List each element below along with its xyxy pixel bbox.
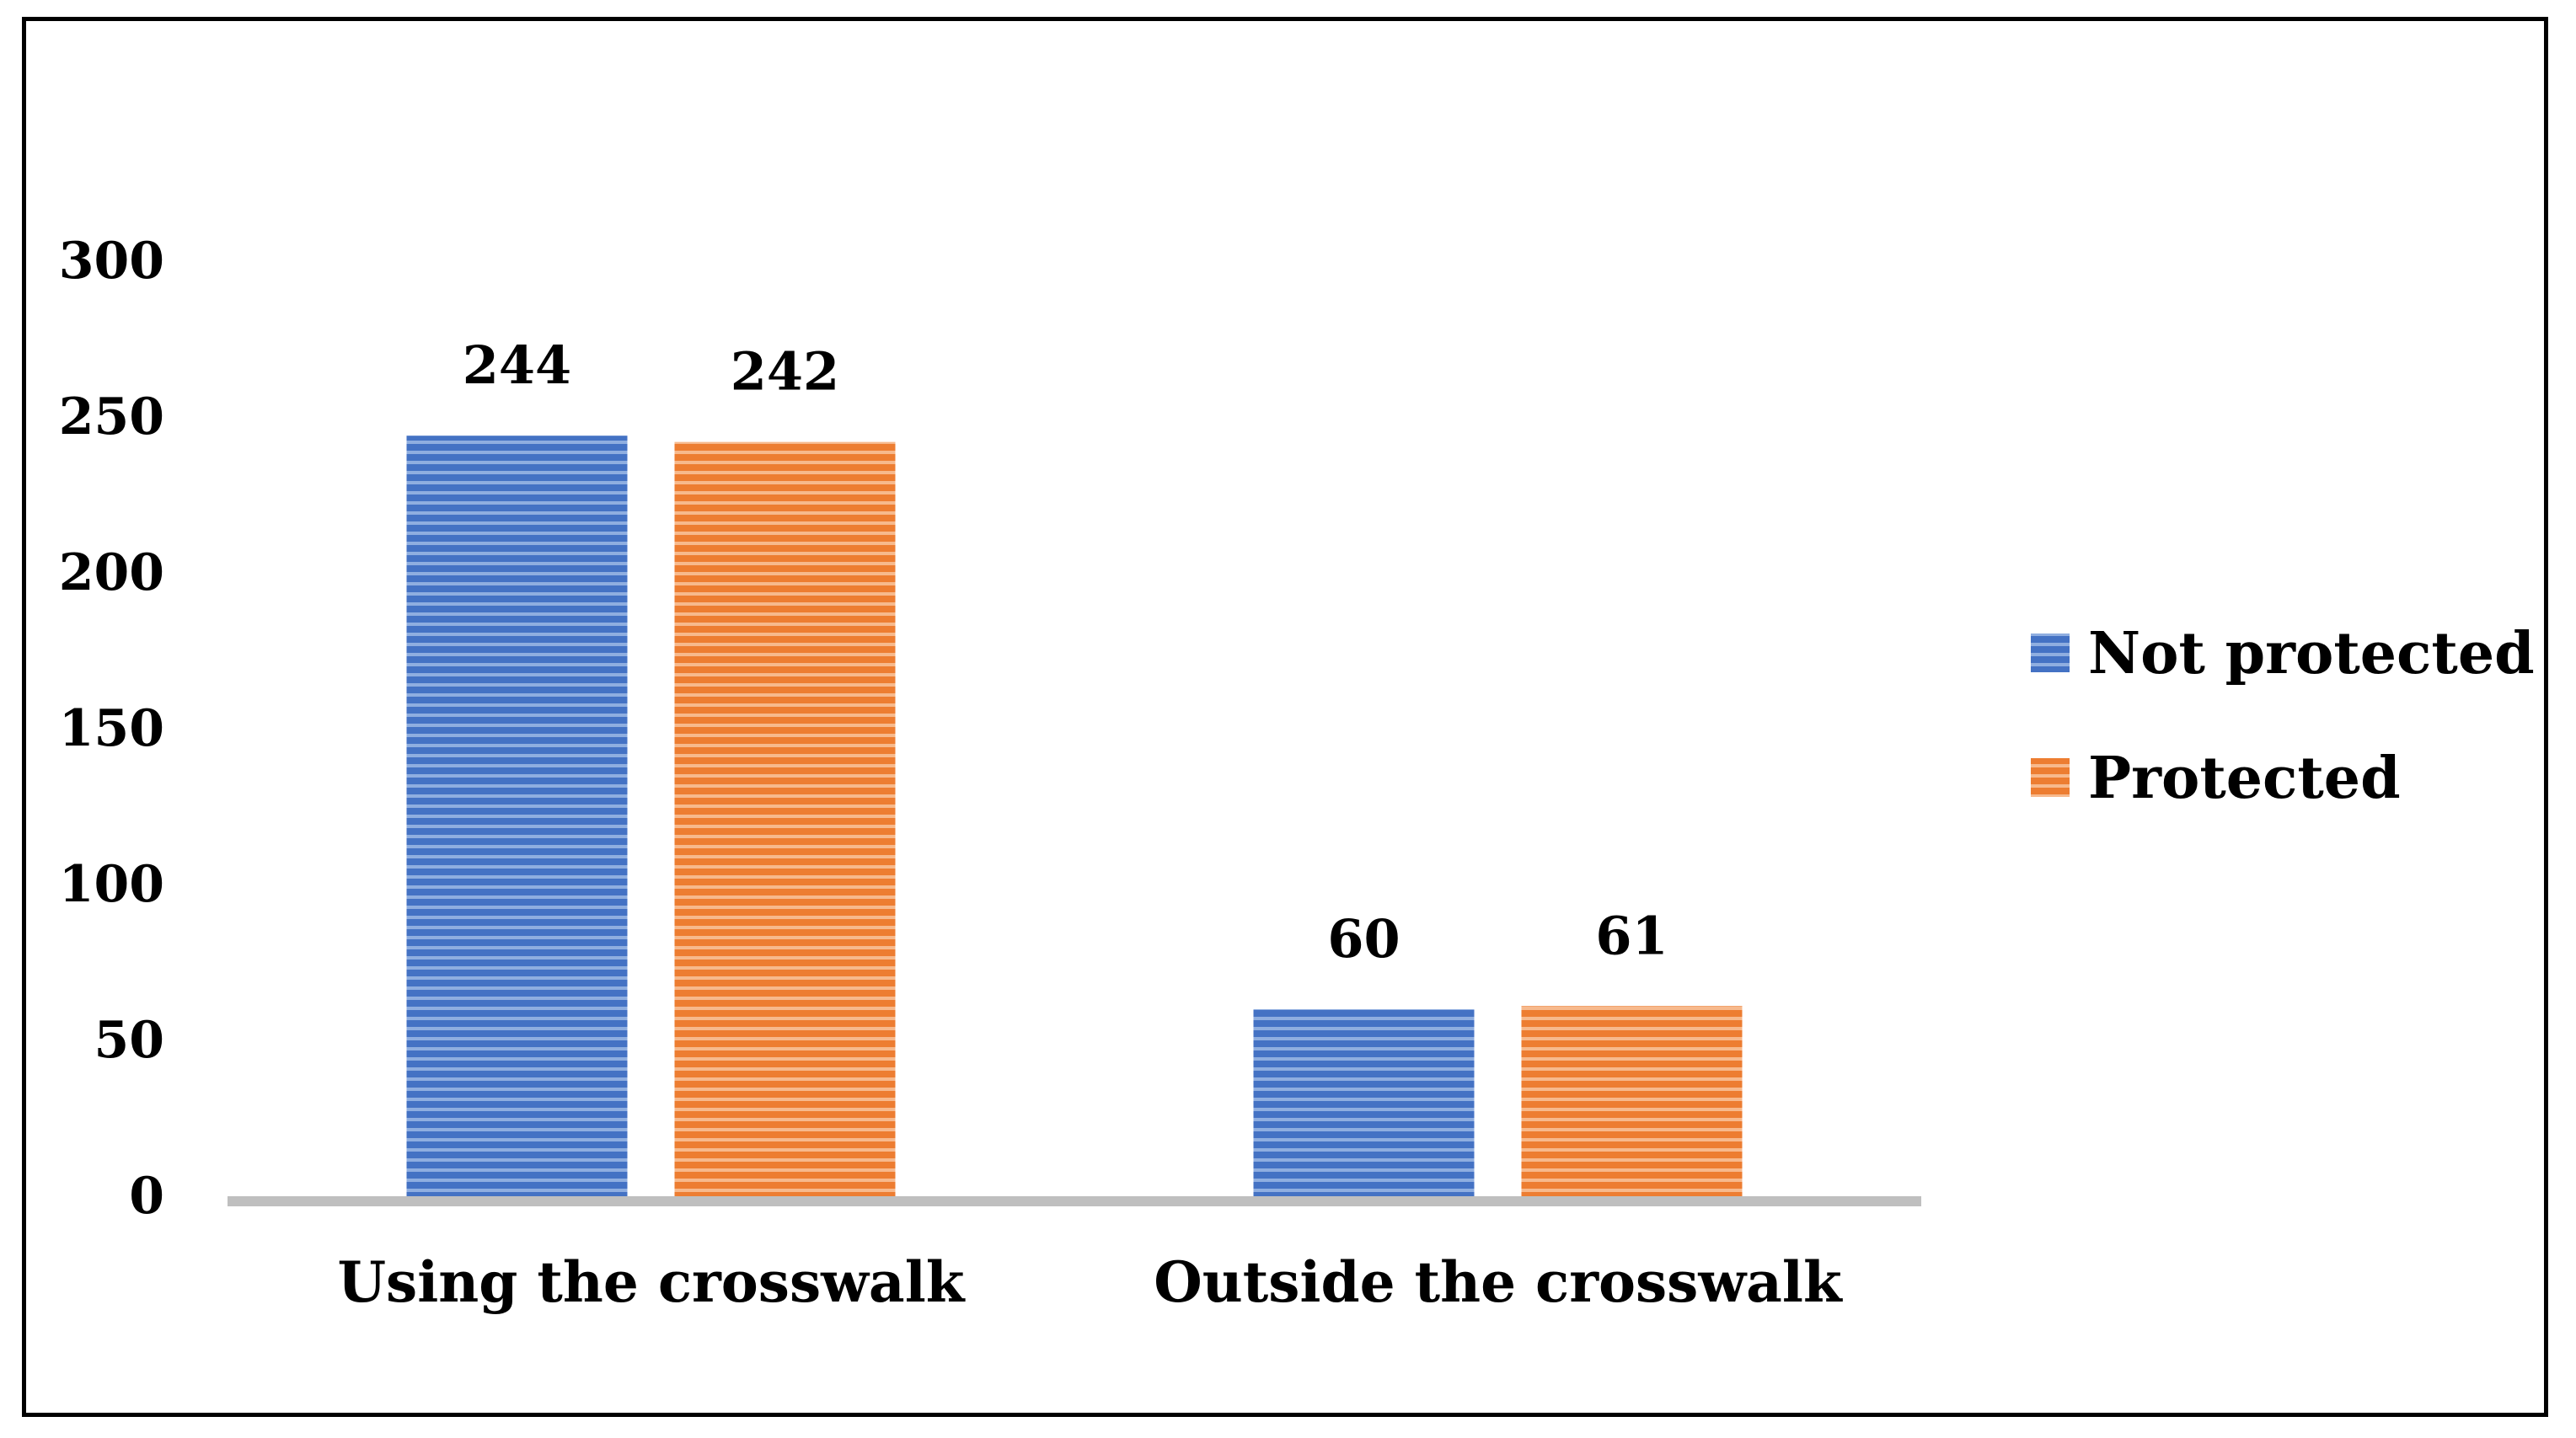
y-tick-label: 0 <box>129 1167 164 1226</box>
x-category-label: Outside the crosswalk <box>1154 1249 1843 1315</box>
y-tick-label: 300 <box>59 232 164 291</box>
x-category-label: Using the crosswalk <box>337 1249 965 1315</box>
bar <box>406 436 628 1196</box>
y-tick-label: 200 <box>59 543 164 602</box>
bar <box>1521 1006 1743 1196</box>
legend-swatch <box>2031 633 2070 672</box>
y-tick-label: 50 <box>94 1011 165 1070</box>
bar <box>1253 1009 1475 1196</box>
legend-label: Not protected <box>2088 620 2535 687</box>
y-tick-label: 150 <box>59 699 164 758</box>
bar-value-label: 244 <box>463 334 571 396</box>
legend-swatch <box>2031 758 2070 797</box>
legend: Not protected Protected <box>2031 620 2535 812</box>
y-tick-label: 250 <box>59 388 164 446</box>
data-labels: 244 242 60 61 <box>463 334 1668 970</box>
x-axis: Using the crosswalk Outside the crosswalk <box>337 1249 1842 1315</box>
bar-value-label: 60 <box>1327 908 1400 970</box>
bar <box>674 441 896 1196</box>
bars <box>406 436 1743 1196</box>
y-tick-label: 100 <box>59 855 164 914</box>
legend-label: Protected <box>2088 745 2401 812</box>
bar-value-label: 242 <box>731 341 839 403</box>
y-axis: 0 50 100 150 200 250 300 <box>59 232 164 1226</box>
bar-value-label: 61 <box>1595 905 1668 966</box>
